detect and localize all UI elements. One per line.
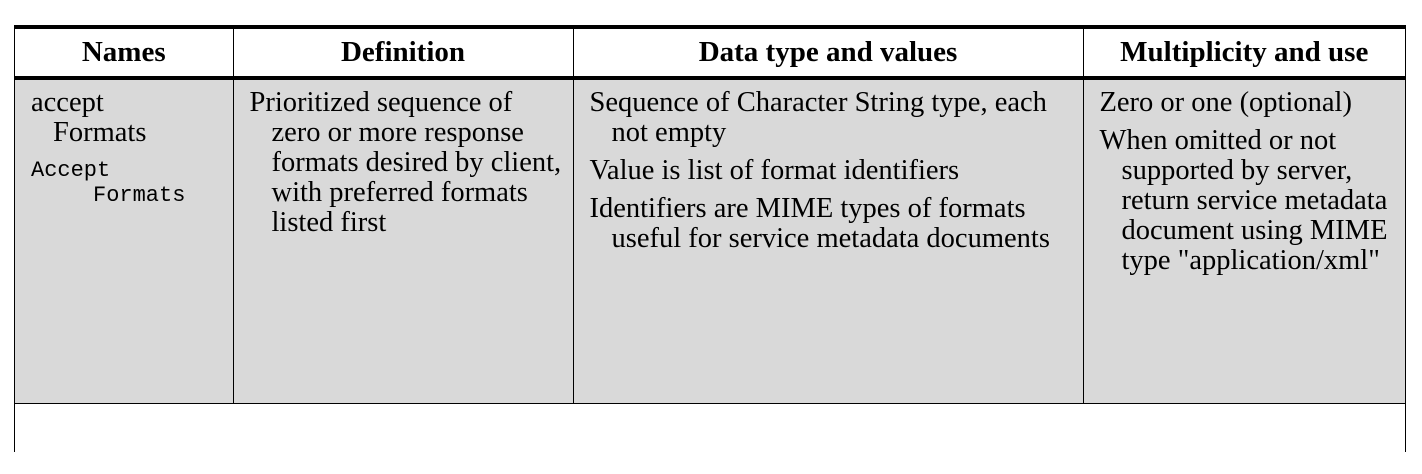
table-row: accept Formats Accept Formats Prioritize… — [15, 78, 1405, 404]
cell-names: accept Formats Accept Formats — [15, 78, 234, 404]
header-data-type: Data type and values — [573, 29, 1084, 80]
multiplicity-text-1: Zero or one (optional) — [1099, 87, 1352, 118]
header-definition: Definition — [233, 29, 574, 80]
name-code: Accept Formats — [31, 158, 225, 208]
name-display-line2: Formats — [53, 117, 147, 148]
data-type-text-3: Identifiers are MIME types of formats us… — [589, 193, 1050, 254]
cell-data-type: Sequence of Character String type, each … — [573, 78, 1084, 404]
data-type-text-1: Sequence of Character String type, each … — [589, 87, 1047, 148]
name-display-line1: accept — [31, 87, 104, 118]
header-row: Names Definition Data type and values Mu… — [15, 29, 1405, 80]
name-code-line1: Accept — [31, 158, 111, 183]
table: Names Definition Data type and values Mu… — [15, 29, 1405, 453]
data-type-text-2: Value is list of format identifiers — [589, 155, 960, 186]
cell-definition: Prioritized sequence of zero or more res… — [233, 78, 574, 404]
name-display: accept Formats — [31, 88, 225, 148]
multiplicity-text-2: When omitted or not supported by server,… — [1099, 125, 1388, 276]
empty-cell — [15, 403, 1405, 453]
header-multiplicity: Multiplicity and use — [1083, 29, 1405, 80]
header-names: Names — [15, 29, 234, 80]
definition-text: Prioritized sequence of zero or more res… — [249, 87, 562, 238]
empty-row — [15, 403, 1405, 453]
cell-multiplicity: Zero or one (optional) When omitted or n… — [1083, 78, 1405, 404]
parameter-table: Names Definition Data type and values Mu… — [14, 25, 1406, 453]
name-code-line2: Formats — [93, 183, 186, 208]
